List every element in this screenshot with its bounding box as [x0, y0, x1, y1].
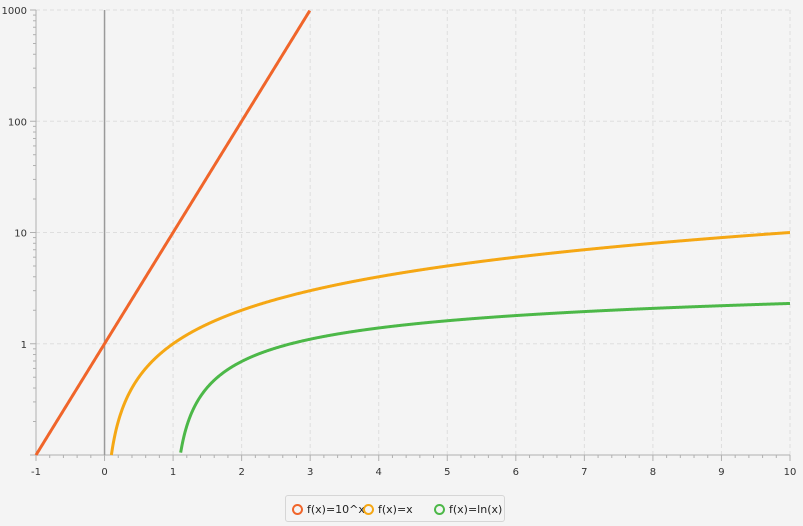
legend-marker-x — [363, 503, 374, 515]
x-tick-label: 5 — [444, 467, 450, 478]
x-tick-label: 10 — [784, 467, 797, 478]
axes — [30, 9, 791, 461]
y-tick-label: 10 — [14, 229, 27, 240]
x-tick-label: -1 — [31, 467, 41, 478]
tick-labels: -1 0 1 2 3 4 5 6 7 8 9 10 1 10 100 1000 — [2, 6, 797, 478]
series-line-2 — [109, 231, 792, 456]
series-line-1 — [34, 9, 312, 456]
series-lines — [34, 9, 792, 456]
legend-label-ln-x: f(x)=ln(x) — [449, 502, 503, 516]
x-tick-label: 8 — [650, 467, 656, 478]
legend: f(x)=10^x f(x)=x f(x)=ln(x) — [285, 495, 505, 522]
x-tick-label: 6 — [513, 467, 519, 478]
chart-plot: -1 0 1 2 3 4 5 6 7 8 9 10 1 10 100 1000 — [2, 6, 797, 478]
x-tick-label: 0 — [101, 467, 107, 478]
legend-marker-ln-x — [434, 503, 445, 515]
y-tick-label: 1000 — [2, 6, 27, 17]
x-tick-label: 1 — [170, 467, 176, 478]
x-tick-label: 7 — [581, 467, 587, 478]
x-tick-label: 3 — [307, 467, 313, 478]
x-tick-label: 9 — [718, 467, 724, 478]
legend-item-x[interactable]: f(x)=x — [363, 502, 413, 516]
x-tick-label: 4 — [376, 467, 382, 478]
legend-marker-10-pow-x — [292, 503, 303, 515]
grid — [36, 9, 791, 455]
legend-item-ln-x[interactable]: f(x)=ln(x) — [434, 502, 502, 516]
legend-label-10-pow-x: f(x)=10^x — [307, 502, 365, 516]
x-tick-label: 2 — [238, 467, 244, 478]
series-line-3 — [179, 301, 792, 453]
legend-label-x: f(x)=x — [378, 502, 413, 516]
y-tick-label: 100 — [8, 117, 27, 128]
legend-item-10-pow-x[interactable]: f(x)=10^x — [292, 502, 365, 516]
y-tick-label: 1 — [21, 340, 27, 351]
